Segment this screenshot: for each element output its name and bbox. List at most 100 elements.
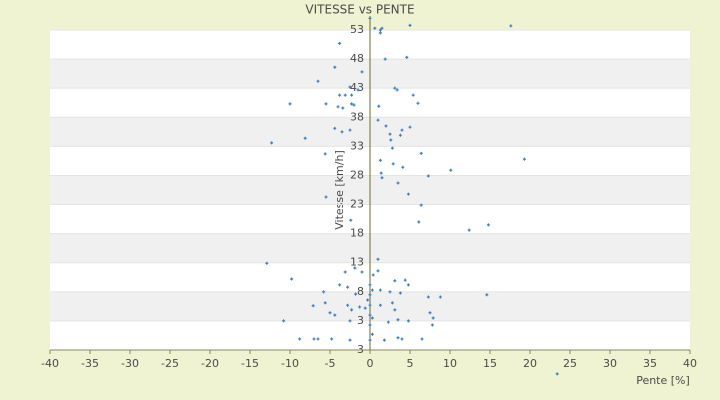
point — [368, 16, 372, 20]
point — [376, 118, 380, 122]
point — [340, 130, 344, 134]
point — [338, 41, 342, 45]
point — [386, 320, 390, 324]
point — [348, 128, 352, 132]
point — [341, 106, 345, 110]
point — [338, 283, 342, 287]
point — [376, 269, 380, 273]
point — [290, 277, 294, 281]
point — [393, 308, 397, 312]
y-tick-label: 53 — [350, 23, 364, 36]
point — [419, 203, 423, 207]
point — [282, 319, 286, 323]
point — [333, 126, 337, 130]
point — [380, 176, 384, 180]
x-axis-title: Pente [%] — [636, 374, 690, 387]
y-tick-label: 48 — [350, 52, 364, 65]
point — [419, 151, 423, 155]
point — [303, 136, 307, 140]
point — [368, 303, 372, 307]
x-tick-label: -40 — [41, 357, 59, 370]
point — [323, 152, 327, 156]
point — [408, 23, 412, 27]
point — [378, 288, 382, 292]
point — [368, 338, 372, 342]
x-tick-label: 35 — [643, 357, 657, 370]
point — [378, 303, 382, 307]
point — [486, 223, 490, 227]
point — [316, 337, 320, 341]
point — [389, 138, 393, 142]
point — [378, 28, 382, 32]
point — [390, 301, 394, 305]
point — [348, 85, 352, 89]
chart-title: VITESSE vs PENTE — [305, 3, 414, 17]
point — [406, 192, 410, 196]
point — [324, 102, 328, 106]
point — [371, 273, 375, 277]
y-axis-title: Vitesse [km/h] — [333, 150, 346, 230]
point — [430, 323, 434, 327]
point — [401, 165, 405, 169]
point — [356, 88, 360, 92]
point — [311, 304, 315, 308]
point — [378, 31, 382, 35]
point — [373, 26, 377, 30]
point — [368, 293, 372, 297]
point — [350, 308, 354, 312]
point — [400, 128, 404, 132]
point — [368, 313, 372, 317]
x-tick-label: -20 — [201, 357, 219, 370]
point — [370, 316, 374, 320]
y-tick-label: 43 — [350, 81, 364, 94]
y-tick-label: 28 — [350, 168, 364, 181]
point — [408, 125, 412, 129]
point — [522, 157, 526, 161]
point — [348, 338, 352, 342]
x-tick-label: 10 — [443, 357, 457, 370]
y-tick-label: 18 — [350, 227, 364, 240]
point — [449, 168, 453, 172]
point — [368, 283, 372, 287]
point — [388, 290, 392, 294]
point — [328, 311, 332, 315]
point — [395, 88, 399, 92]
point — [431, 316, 435, 320]
point — [370, 332, 374, 336]
point — [377, 104, 381, 108]
point — [298, 337, 302, 341]
point — [348, 319, 352, 323]
x-tick-label: 20 — [523, 357, 537, 370]
y-tick-label: 38 — [350, 110, 364, 123]
point — [406, 283, 410, 287]
point — [393, 279, 397, 283]
point — [376, 257, 380, 261]
point — [428, 311, 432, 315]
x-tick-label: 15 — [483, 357, 497, 370]
x-tick-label: 5 — [407, 357, 414, 370]
point — [420, 337, 424, 341]
point — [370, 288, 374, 292]
x-tick-label: -25 — [161, 357, 179, 370]
point — [388, 132, 392, 136]
point — [382, 338, 386, 342]
point — [336, 105, 340, 109]
x-tick-label: -35 — [81, 357, 99, 370]
point — [391, 162, 395, 166]
point — [323, 301, 327, 305]
point — [378, 158, 382, 162]
point — [312, 337, 316, 341]
point — [358, 305, 362, 309]
point — [417, 220, 421, 224]
point — [333, 65, 337, 69]
point — [398, 291, 402, 295]
point — [265, 261, 269, 265]
point — [366, 298, 370, 302]
x-tick-label: 0 — [367, 357, 374, 370]
point — [411, 93, 415, 97]
point — [352, 103, 356, 107]
point — [360, 70, 364, 74]
point — [396, 181, 400, 185]
point — [393, 86, 397, 90]
